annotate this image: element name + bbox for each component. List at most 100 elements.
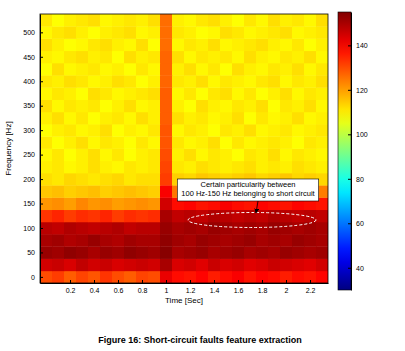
heatmap-cell [136,26,148,39]
tick-mark [40,252,43,253]
heatmap-cell [136,161,148,174]
heatmap-cell [172,38,184,51]
heatmap-cell [40,38,52,51]
heatmap-cell [88,246,100,259]
heatmap-cell [160,210,172,223]
heatmap-cell [160,112,172,125]
heatmap-cell [232,14,244,27]
x-axis-title: Time [Sec] [165,296,203,305]
heatmap-cell [280,161,292,174]
heatmap-cell [196,271,208,283]
heatmap-cell [316,87,328,100]
heatmap-cell [64,87,76,100]
heatmap-cell [148,149,160,162]
heatmap-cell [292,87,304,100]
heatmap-cell [40,26,52,39]
heatmap-cell [196,259,208,272]
heatmap-cell [112,259,124,272]
heatmap-cell [88,63,100,76]
heatmap-cell [208,14,220,27]
heatmap-cell [148,222,160,235]
heatmap-cell [184,149,196,162]
tick: 0.2 [66,280,76,294]
heatmap-cell [88,38,100,51]
heatmap-cell [316,51,328,64]
y-axis: 050100150200250300350400450500 [23,15,43,284]
heatmap-cell [292,63,304,76]
heatmap-cell [208,63,220,76]
heatmap-cell [76,185,88,198]
heatmap-cell [52,197,64,210]
heatmap-cell [292,210,304,223]
heatmap-cell [76,149,88,162]
heatmap-cell [220,124,232,137]
heatmap-cell [64,14,76,27]
heatmap-cell [280,222,292,235]
heatmap-cell [304,112,316,125]
heatmap-cell [160,197,172,210]
heatmap-cell [76,259,88,272]
heatmap-cell [52,210,64,223]
heatmap-cell [100,87,112,100]
heatmap-cell [88,75,100,88]
axis-line [351,13,352,291]
heatmap-cell [136,136,148,149]
heatmap-cell [292,14,304,27]
heatmap-cell [124,197,136,210]
heatmap-cell [244,210,256,223]
heatmap-cell [40,136,52,149]
heatmap-cell [292,51,304,64]
heatmap-cell [52,136,64,149]
heatmap-cell [184,14,196,27]
heatmap-cell [220,26,232,39]
heatmap-cell [136,173,148,186]
heatmap-cell [280,87,292,100]
heatmap-cell [88,112,100,125]
heatmap-cell [184,124,196,137]
tick-label: 250 [23,151,35,158]
heatmap-cell [280,259,292,272]
heatmap-cell [112,136,124,149]
heatmap-cell [196,100,208,113]
heatmap-cell [100,222,112,235]
heatmap-cell [268,271,280,283]
heatmap-cell [148,185,160,198]
heatmap-cell [268,124,280,137]
tick: 1.2 [186,280,196,294]
heatmap-cell [76,222,88,235]
heatmap-cell [112,100,124,113]
tick-mark [40,130,43,131]
heatmap-cell [40,14,52,27]
heatmap-cell [256,75,268,88]
heatmap-cell [316,14,328,27]
heatmap-cell [40,259,52,272]
tick: 0.6 [114,280,124,294]
tick: 300 [23,127,43,134]
heatmap-cell [280,136,292,149]
tick: 350 [23,102,43,109]
heatmap-cell [112,149,124,162]
tick: 500 [23,29,43,36]
heatmap-cell [208,234,220,247]
heatmap-cell [220,87,232,100]
heatmap-cell [88,222,100,235]
heatmap-cell [196,124,208,137]
heatmap-cell [40,185,52,198]
heatmap-cell [76,124,88,137]
heatmap-cell [148,246,160,259]
heatmap-cell [316,112,328,125]
heatmap-cell [256,149,268,162]
heatmap-cell [280,246,292,259]
heatmap-cell [232,136,244,149]
heatmap-cell [304,100,316,113]
heatmap-cell [100,185,112,198]
heatmap-cell [256,124,268,137]
heatmap-cell [88,149,100,162]
heatmap-cell [232,222,244,235]
heatmap-cell [244,38,256,51]
heatmap-cell [244,124,256,137]
heatmap-cell [208,51,220,64]
heatmap-cell [136,149,148,162]
heatmap-cell [232,100,244,113]
heatmap-cell [160,26,172,39]
